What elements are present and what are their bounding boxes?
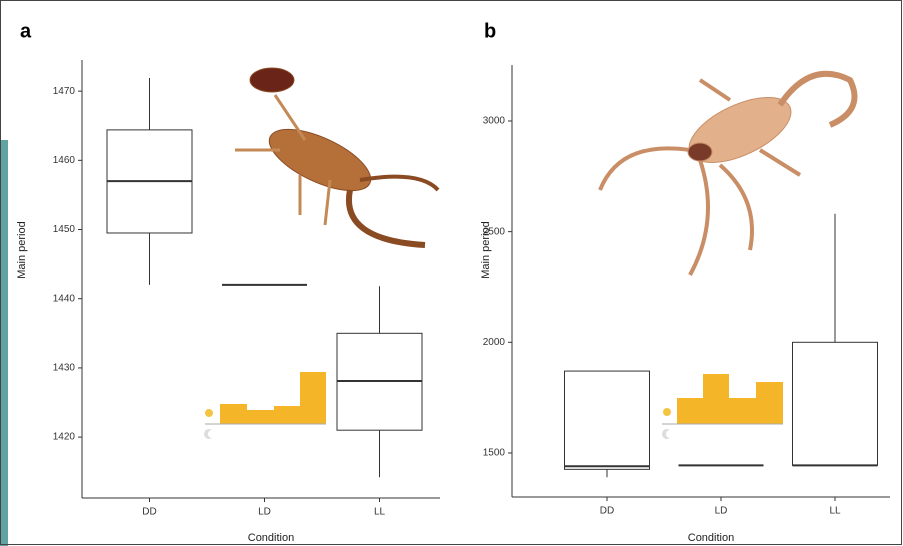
- scorpion-a: [235, 67, 440, 248]
- y-tick-label: 1420: [53, 432, 76, 443]
- y-tick-label: 1440: [53, 293, 76, 304]
- y-axis-label: Main period: [480, 221, 492, 278]
- scorpion-b: [598, 70, 858, 276]
- y-tick-label: 2000: [483, 337, 506, 348]
- x-axis-label: Condition: [248, 532, 294, 544]
- y-tick-label: 1470: [53, 86, 76, 97]
- x-tick-label: LD: [258, 507, 271, 518]
- x-tick-label: DD: [142, 507, 156, 518]
- x-tick-label: LD: [715, 506, 728, 517]
- panel-label: a: [20, 20, 32, 42]
- x-tick-label: LL: [829, 506, 841, 517]
- box: [564, 370, 650, 470]
- y-tick-label: 3000: [483, 116, 506, 127]
- light-icon-b: [662, 374, 783, 440]
- y-tick-label: 1430: [53, 363, 76, 374]
- light-icon-a: [204, 372, 326, 440]
- x-tick-label: DD: [600, 506, 614, 517]
- y-tick-label: 1460: [53, 155, 76, 166]
- x-axis-label: Condition: [688, 532, 734, 544]
- x-tick-label: LL: [374, 507, 386, 518]
- y-axis-label: Main period: [16, 221, 28, 278]
- edge-strip: [0, 140, 8, 546]
- y-tick-label: 2500: [483, 226, 506, 237]
- panel-label: b: [484, 20, 496, 42]
- y-tick-label: 1500: [483, 448, 506, 459]
- y-tick-label: 1450: [53, 224, 76, 235]
